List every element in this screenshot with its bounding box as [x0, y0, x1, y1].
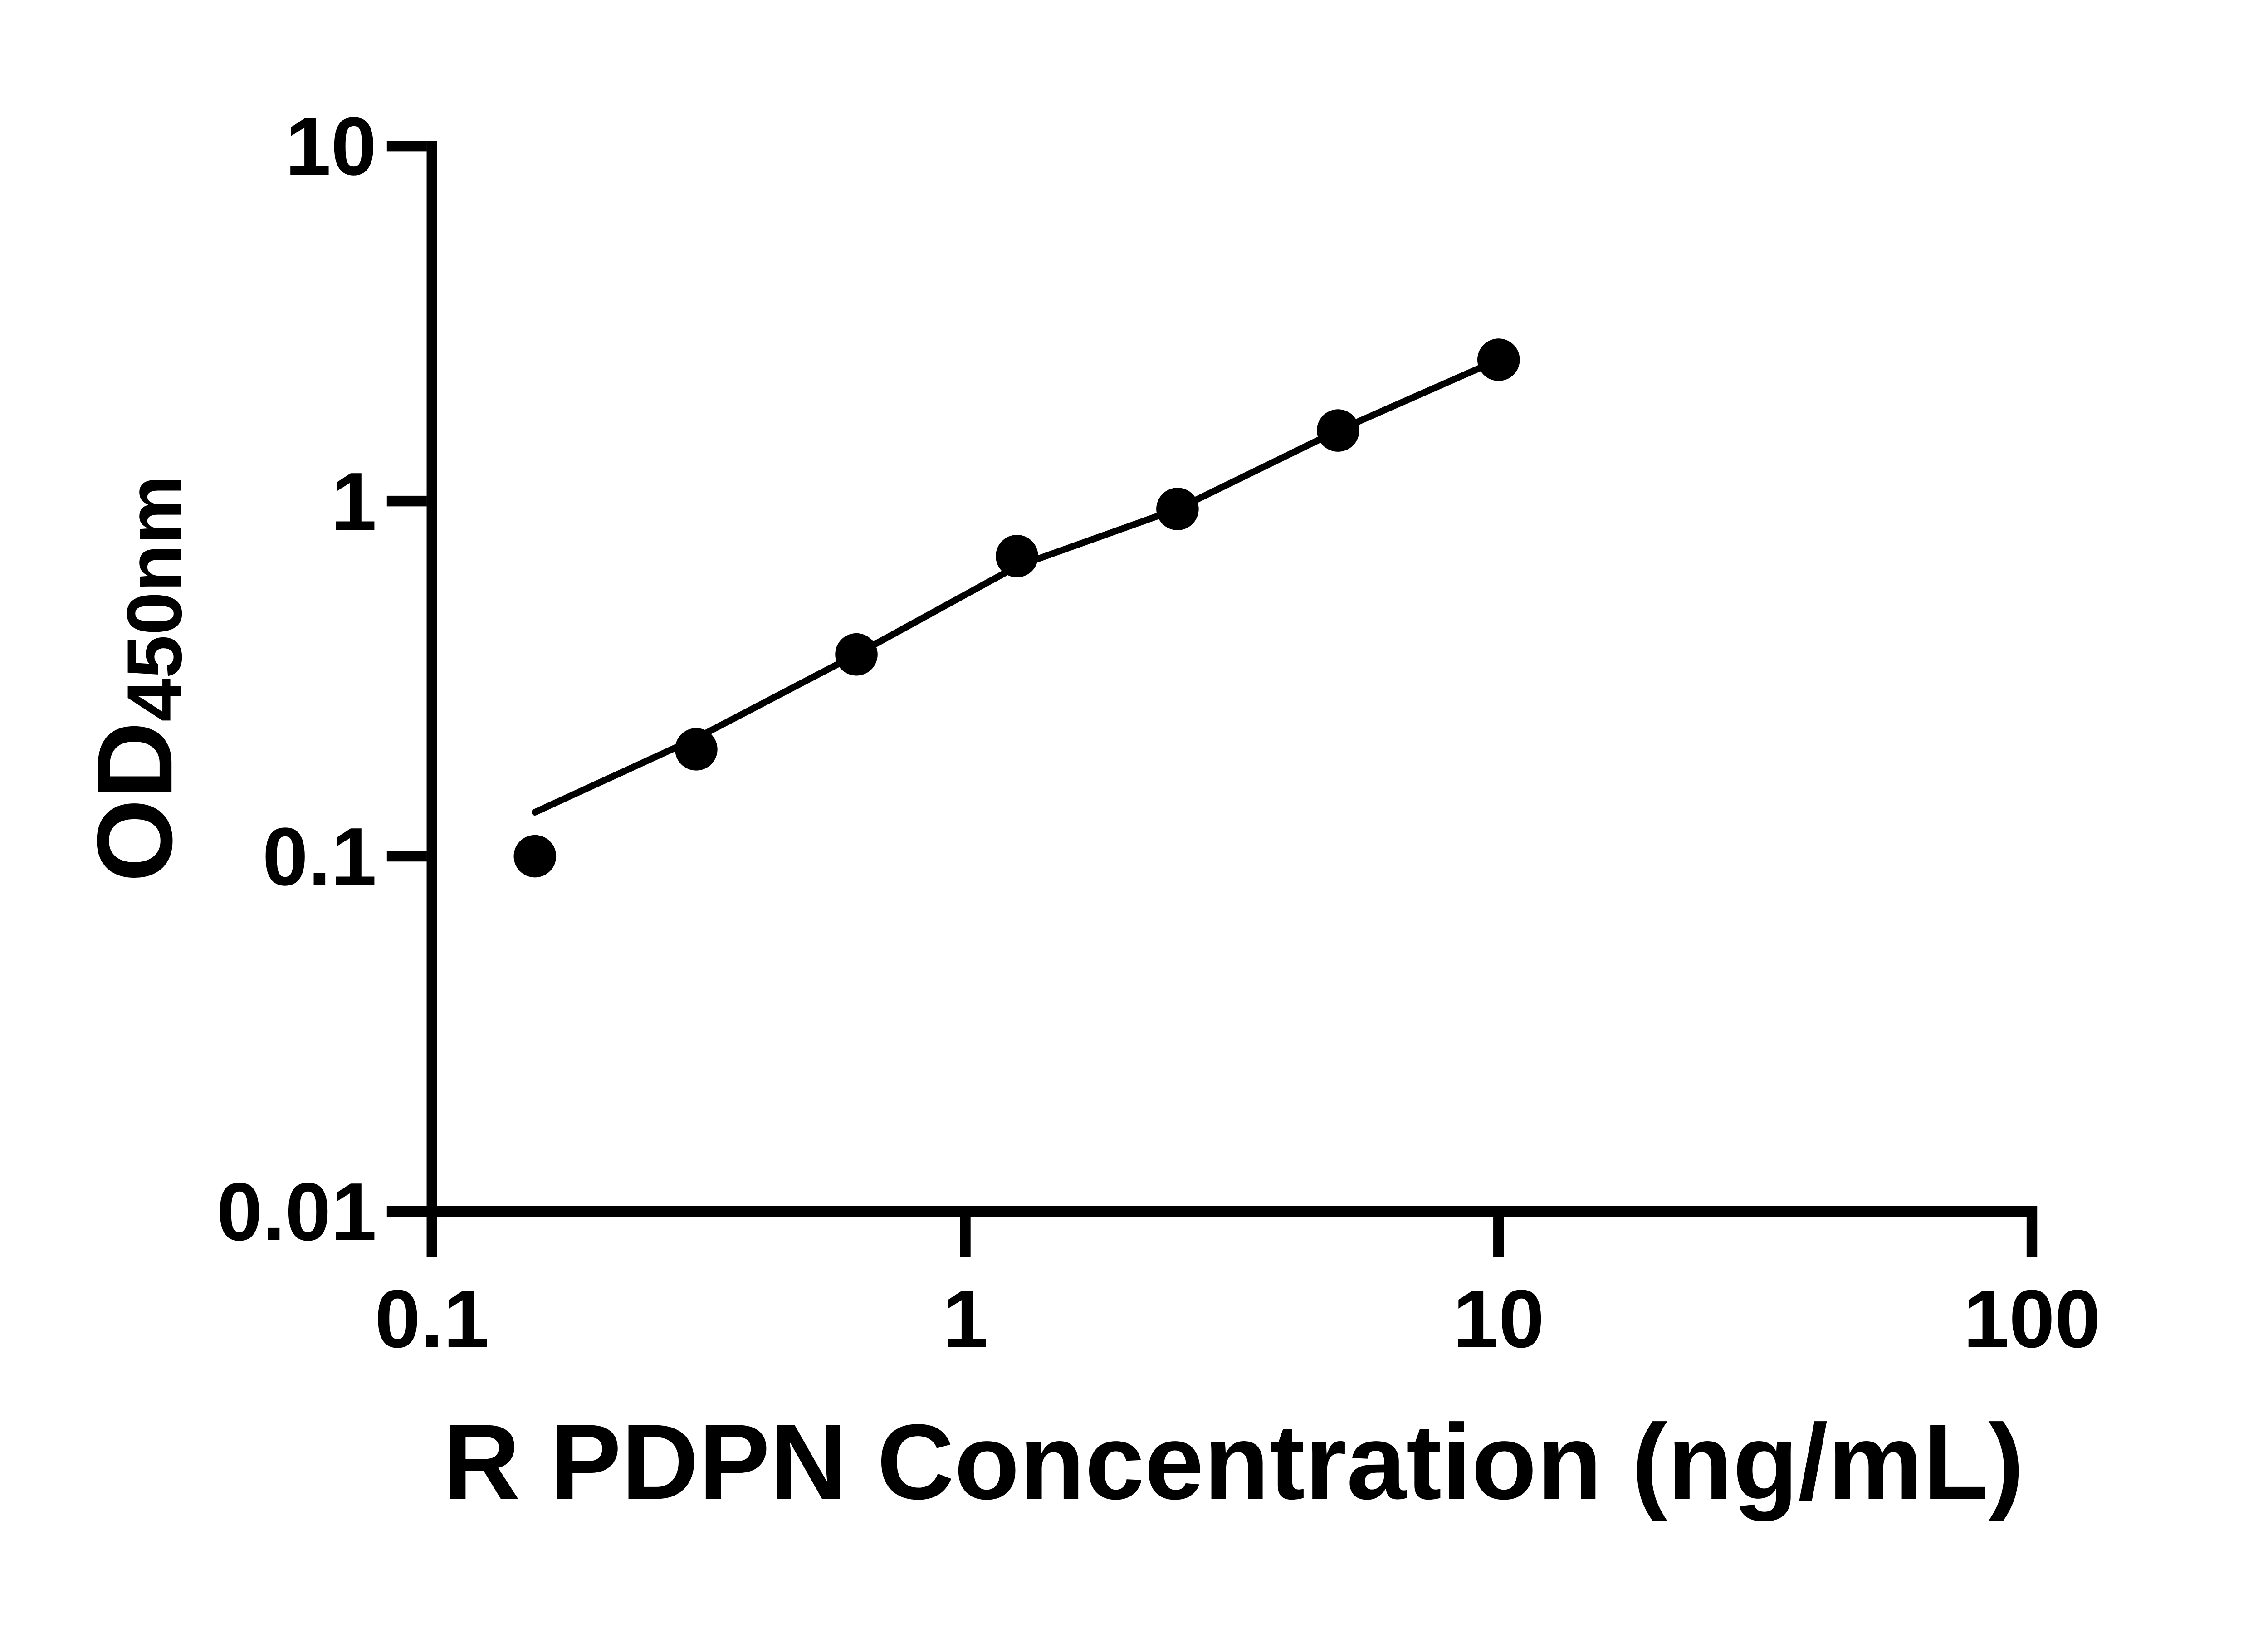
data-point	[1317, 409, 1359, 452]
plot-dynamic-layer: 0.01 0.1 1 10 0.1 1 10 100	[217, 101, 2101, 1365]
x-tick-label: 1	[943, 1273, 988, 1365]
y-axis-title-subscript: 450nm	[112, 475, 198, 721]
y-axis-title-main: OD	[74, 722, 194, 882]
elisa-standard-curve-figure: 0.01 0.1 1 10 0.1 1 10 100 R PDPN Concentration…	[0, 0, 2268, 1592]
x-tick-label: 100	[1963, 1273, 2100, 1365]
x-tick-label: 0.1	[375, 1273, 489, 1365]
y-tick-label: 10	[285, 101, 377, 192]
y-tick-label: 0.1	[262, 811, 376, 903]
data-point	[996, 535, 1038, 577]
data-point	[1477, 338, 1520, 381]
y-axis-title: OD450nm	[74, 475, 198, 882]
data-point	[835, 633, 878, 676]
data-point	[1156, 488, 1199, 530]
data-point	[513, 835, 557, 878]
standard-curve-plot: 0.01 0.1 1 10 0.1 1 10 100 R PDPN Concentration…	[0, 0, 2268, 1592]
x-tick-label: 10	[1453, 1273, 1545, 1365]
x-axis-title: R PDPN Concentration (ng/mL)	[443, 1402, 2024, 1521]
data-point	[675, 728, 718, 771]
plot-background	[0, 0, 2268, 1592]
y-tick-label: 0.01	[217, 1166, 377, 1258]
y-tick-label: 1	[331, 456, 377, 548]
